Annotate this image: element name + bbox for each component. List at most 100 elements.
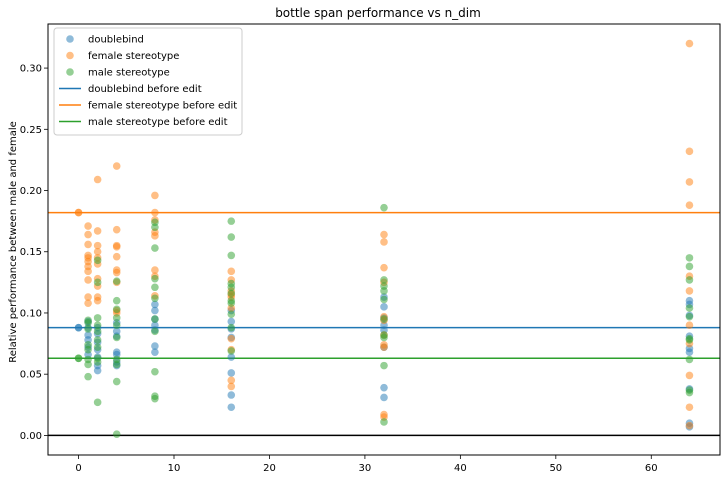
x-tick-label: 60 [645,463,658,474]
scatter-point [93,278,102,287]
scatter-point [93,327,102,336]
scatter-point [93,398,102,407]
scatter-point [380,383,388,392]
scatter-point [685,254,694,262]
scatter-point [227,382,236,391]
scatter-point [685,276,694,284]
scatter-point [74,323,83,332]
y-tick-label: 0.20 [20,186,42,197]
scatter-point [227,403,236,412]
scatter-point [380,343,388,352]
scatter-point [151,266,159,274]
scatter-point [151,394,159,403]
x-tick-label: 0 [75,463,81,474]
scatter-point [151,191,159,200]
scatter-point [151,274,159,283]
y-tick-label: 0.05 [20,370,42,381]
legend-marker [66,51,74,60]
scatter-point [93,227,102,235]
scatter-point [227,283,236,292]
scatter-point [227,267,236,276]
legend-label: female stereotype [88,51,179,62]
scatter-point [227,299,236,307]
legend-label: female stereotype before edit [88,101,237,112]
scatter-point [93,256,102,265]
legend: doublebind female stereotype male stereoty… [53,27,243,136]
x-axis-ticks: 0 10 20 30 40 50 60 [75,455,658,474]
scatter-point [151,223,159,232]
scatter-point [685,201,694,210]
scatter-point [112,333,121,342]
scatter-point [112,243,121,251]
scatter-point [227,353,236,361]
scatter-point [227,317,236,326]
scatter-point [112,314,121,322]
scatter-point [685,304,694,312]
scatter-point [93,241,102,250]
scatter-point [685,39,694,48]
scatter-point [151,232,159,240]
scatter-point [380,418,388,426]
scatter-point [112,360,121,369]
scatter-point [685,321,694,330]
scatter-point [380,393,388,402]
legend-label: male stereotype [88,68,170,79]
scatter-point [227,289,236,298]
scatter-point [380,303,388,311]
scatter-point [685,388,694,397]
scatter-point [380,287,388,295]
scatter-points [74,39,694,438]
scatter-point [84,325,92,333]
scatter-point [112,268,121,277]
scatter-point [93,296,102,305]
scatter-point [112,252,121,261]
scatter-point [112,377,121,386]
scatter-point [380,295,388,304]
scatter-point [227,376,236,385]
legend-frame [53,27,243,136]
scatter-point [93,343,102,352]
scatter-point [151,283,159,292]
x-tick-label: 10 [168,463,181,474]
scatter-point [380,203,388,212]
scatter-point [685,421,694,430]
scatter-point [227,323,236,332]
scatter-point [93,321,102,330]
x-tick-label: 50 [549,463,562,474]
scatter-point [112,321,121,330]
scatter-point [93,366,102,375]
y-tick-label: 0.10 [20,308,42,319]
scatter-point [112,430,121,438]
legend-label: male stereotype before edit [88,117,228,128]
scatter-point [84,276,92,284]
scatter-point [93,247,102,256]
plot-frame [47,23,721,456]
scatter-point [685,355,694,364]
scatter-point [84,372,92,381]
scatter-point [84,240,92,249]
scatter-point [227,310,236,318]
scatter-point [151,244,159,252]
scatter-point [227,369,236,377]
scatter-point [151,342,159,350]
scatter-point [151,208,159,217]
scatter-point [112,296,121,305]
scatter-point [93,175,102,184]
scatter-point [380,333,388,342]
scatter-point [84,360,92,369]
scatter-point [227,251,236,260]
scatter-point [685,178,694,186]
scatter-point [380,315,388,323]
y-axis-ticks: 0.00 0.05 0.10 0.15 0.20 0.25 0.30 [20,64,48,442]
x-tick-label: 30 [359,463,372,474]
scatter-point [112,162,121,170]
scatter-point [380,361,388,370]
scatter-point [380,263,388,272]
legend-marker [66,35,74,43]
scatter-point [93,358,102,366]
scatter-point [227,391,236,399]
y-tick-label: 0.15 [20,247,42,258]
y-tick-label: 0.25 [20,125,42,136]
scatter-point [112,225,121,234]
